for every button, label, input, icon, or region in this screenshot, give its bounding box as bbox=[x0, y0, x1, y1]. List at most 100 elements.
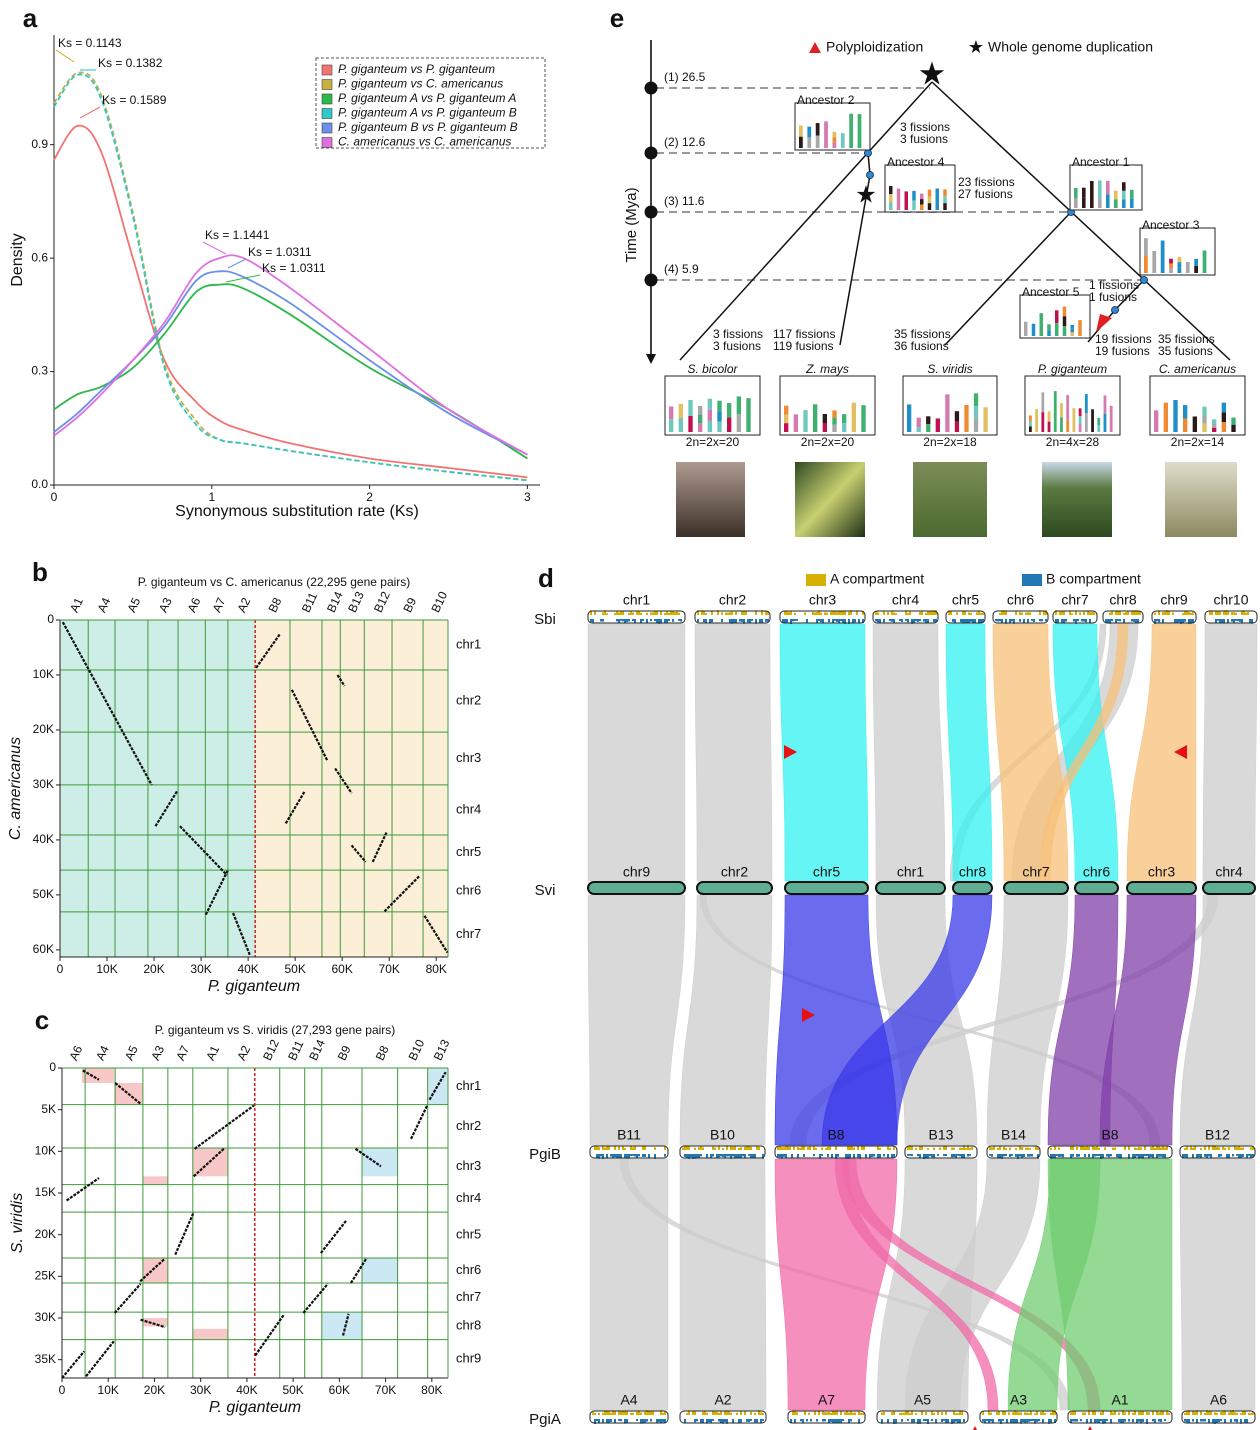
b-compartment bbox=[620, 1154, 622, 1158]
a-compartment bbox=[790, 611, 792, 615]
karyotype-bar bbox=[1085, 394, 1088, 413]
karyotype-bar bbox=[816, 136, 820, 148]
gene-pair-dots bbox=[195, 1106, 254, 1149]
annotation-arrow bbox=[228, 259, 246, 268]
karyotype-bar bbox=[1178, 257, 1182, 262]
karyotype-bar bbox=[717, 411, 721, 421]
b-compartment bbox=[726, 1154, 728, 1156]
a-compartment bbox=[899, 1413, 901, 1415]
karyotype-bar bbox=[717, 401, 721, 411]
karyotype-bar bbox=[1055, 323, 1058, 336]
karyotype-bar bbox=[1032, 324, 1035, 336]
event-text: 1 fusions bbox=[1089, 290, 1137, 304]
a-compartment bbox=[919, 1146, 921, 1150]
synteny-ribbon bbox=[588, 624, 685, 881]
a-compartment bbox=[915, 1413, 917, 1415]
chromosome-label: chr8 bbox=[959, 864, 986, 880]
a-compartment bbox=[777, 1147, 779, 1150]
b-compartment bbox=[1005, 1154, 1007, 1156]
a-compartment bbox=[1123, 613, 1125, 615]
a-compartment bbox=[1012, 1412, 1014, 1415]
b-compartment bbox=[1160, 1154, 1162, 1157]
b-compartment bbox=[1015, 1154, 1017, 1157]
b-compartment bbox=[1023, 1154, 1025, 1157]
y-category-label: chr6 bbox=[456, 882, 481, 897]
b-compartment bbox=[1218, 1154, 1220, 1157]
x-tick-label: 10K bbox=[96, 962, 117, 976]
y-tick-label: 5K bbox=[41, 1102, 56, 1116]
b-compartment bbox=[1012, 1419, 1014, 1423]
b-compartment bbox=[622, 619, 624, 621]
ancestor-label: Ancestor 5 bbox=[1022, 285, 1080, 299]
legend-label: B compartment bbox=[1046, 571, 1141, 587]
a-compartment bbox=[686, 1413, 688, 1415]
a-compartment bbox=[838, 611, 840, 615]
a-compartment bbox=[853, 1148, 855, 1150]
a-compartment bbox=[965, 1148, 967, 1150]
a-compartment bbox=[1058, 1147, 1060, 1150]
b-compartment bbox=[750, 1419, 752, 1421]
a-compartment bbox=[712, 1411, 714, 1415]
b-compartment bbox=[618, 1154, 620, 1158]
a-compartment bbox=[729, 612, 731, 615]
annotation: Ks = 1.1441 bbox=[205, 228, 270, 242]
a-compartment bbox=[1210, 1412, 1212, 1415]
species-name: C. americanus bbox=[1159, 362, 1236, 376]
a-compartment bbox=[915, 1148, 917, 1150]
a-compartment bbox=[1238, 1146, 1240, 1150]
wgd-star: ★ bbox=[855, 181, 877, 208]
x-category-label: A1 bbox=[67, 595, 86, 615]
a-compartment bbox=[961, 1411, 963, 1415]
a-compartment bbox=[762, 1413, 764, 1415]
b-compartment bbox=[1249, 619, 1251, 623]
b-compartment bbox=[858, 619, 860, 623]
b-compartment bbox=[873, 1154, 875, 1156]
a-compartment bbox=[1162, 1146, 1164, 1150]
a-compartment bbox=[797, 1147, 799, 1150]
time-dot bbox=[645, 206, 658, 219]
a-compartment bbox=[1096, 1146, 1098, 1150]
a-compartment bbox=[1029, 612, 1031, 615]
b-compartment bbox=[813, 1154, 815, 1156]
gene-pair-dots bbox=[411, 1106, 427, 1139]
a-compartment bbox=[596, 1146, 598, 1150]
a-compartment bbox=[1025, 1148, 1027, 1150]
b-compartment bbox=[1077, 619, 1079, 621]
density-line bbox=[54, 271, 527, 455]
y-tick-label: 10K bbox=[35, 1144, 56, 1158]
a-compartment bbox=[1160, 1411, 1162, 1415]
b-compartment bbox=[718, 1419, 720, 1422]
b-compartment bbox=[853, 1154, 855, 1158]
a-compartment bbox=[939, 1147, 941, 1150]
a-compartment bbox=[732, 1147, 734, 1150]
b-compartment bbox=[794, 619, 796, 621]
a-compartment bbox=[1158, 1412, 1160, 1415]
a-compartment bbox=[1138, 1412, 1140, 1415]
a-compartment bbox=[692, 1411, 694, 1415]
species-photo bbox=[1165, 462, 1237, 537]
b-compartment bbox=[792, 619, 794, 621]
a-compartment bbox=[887, 1147, 889, 1150]
b-compartment bbox=[1009, 1154, 1011, 1157]
time-label: (4) 5.9 bbox=[664, 262, 699, 276]
a-compartment bbox=[822, 1411, 824, 1415]
karyotype-bar bbox=[917, 418, 921, 423]
x-category-label: B13 bbox=[345, 589, 367, 615]
karyotype-bar bbox=[784, 414, 788, 423]
a-compartment bbox=[1204, 1146, 1206, 1150]
b-compartment bbox=[640, 619, 642, 623]
b-compartment bbox=[1057, 619, 1059, 623]
x-axis-label: P. giganteum bbox=[208, 978, 300, 995]
b-compartment bbox=[1010, 1419, 1012, 1423]
panel-label: e bbox=[610, 3, 624, 33]
a-compartment bbox=[1245, 613, 1247, 615]
a-compartment bbox=[824, 612, 826, 615]
a-compartment bbox=[1076, 1147, 1078, 1150]
b-compartment bbox=[742, 1154, 744, 1156]
b-compartment bbox=[911, 1419, 913, 1422]
karyotype-bar bbox=[823, 414, 827, 423]
b-compartment bbox=[1136, 1154, 1138, 1156]
a-compartment bbox=[815, 1148, 817, 1150]
karyotype-bar bbox=[1110, 406, 1113, 432]
b-compartment bbox=[1076, 1419, 1078, 1422]
